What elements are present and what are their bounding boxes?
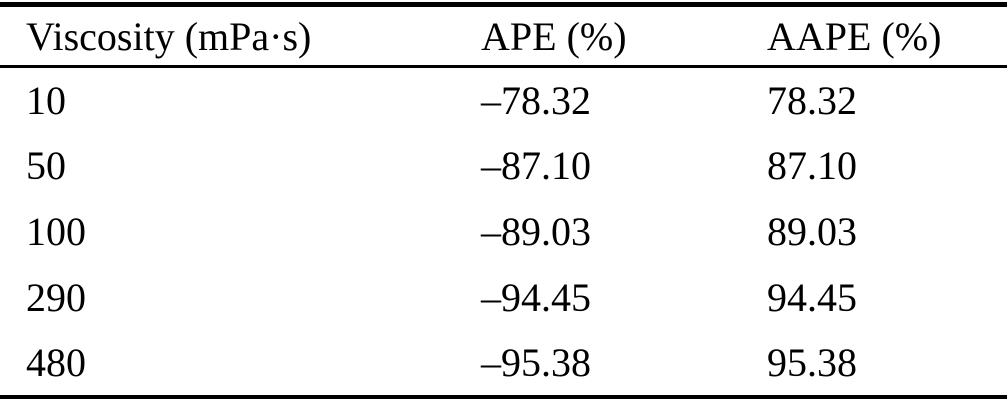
header-row: Viscosity (mPa·s) APE (%) AAPE (%): [0, 4, 1007, 68]
table-cell: –78.32: [481, 77, 591, 123]
table-row: 290 –94.45 94.45: [0, 265, 1007, 331]
table-cell: 290: [26, 275, 86, 320]
table-cell: –89.03: [481, 209, 591, 254]
table-cell: 50: [26, 143, 66, 188]
table-cell: –87.10: [481, 143, 591, 188]
table-cell: 89.03: [767, 209, 857, 254]
table-cell: –94.45: [481, 275, 591, 320]
column-header-ape: APE (%): [455, 4, 741, 68]
table-cell: 87.10: [767, 143, 857, 188]
results-table: Viscosity (mPa·s) APE (%) AAPE (%) 10 –78…: [0, 2, 1007, 399]
table-cell: 10: [26, 77, 66, 123]
table-cell: 480: [26, 340, 86, 385]
table-cell: 94.45: [767, 275, 857, 320]
table-cell: 100: [26, 209, 86, 254]
table-row: 100 –89.03 89.03: [0, 199, 1007, 265]
column-header-aape: AAPE (%): [741, 4, 1007, 68]
table-row: 10 –78.32 78.32: [0, 67, 1007, 133]
column-header-viscosity: Viscosity (mPa·s): [0, 4, 455, 68]
table-row: 50 –87.10 87.10: [0, 133, 1007, 199]
table-cell: 95.38: [767, 340, 857, 385]
table-row: 480 –95.38 95.38: [0, 331, 1007, 397]
table-body: 10 –78.32 78.32 50 –87.10 87.10 100 –89.03 89.03…: [0, 67, 1007, 397]
table-cell: 78.32: [767, 77, 857, 123]
table-cell: –95.38: [481, 340, 591, 385]
table-header: Viscosity (mPa·s) APE (%) AAPE (%): [0, 4, 1007, 68]
